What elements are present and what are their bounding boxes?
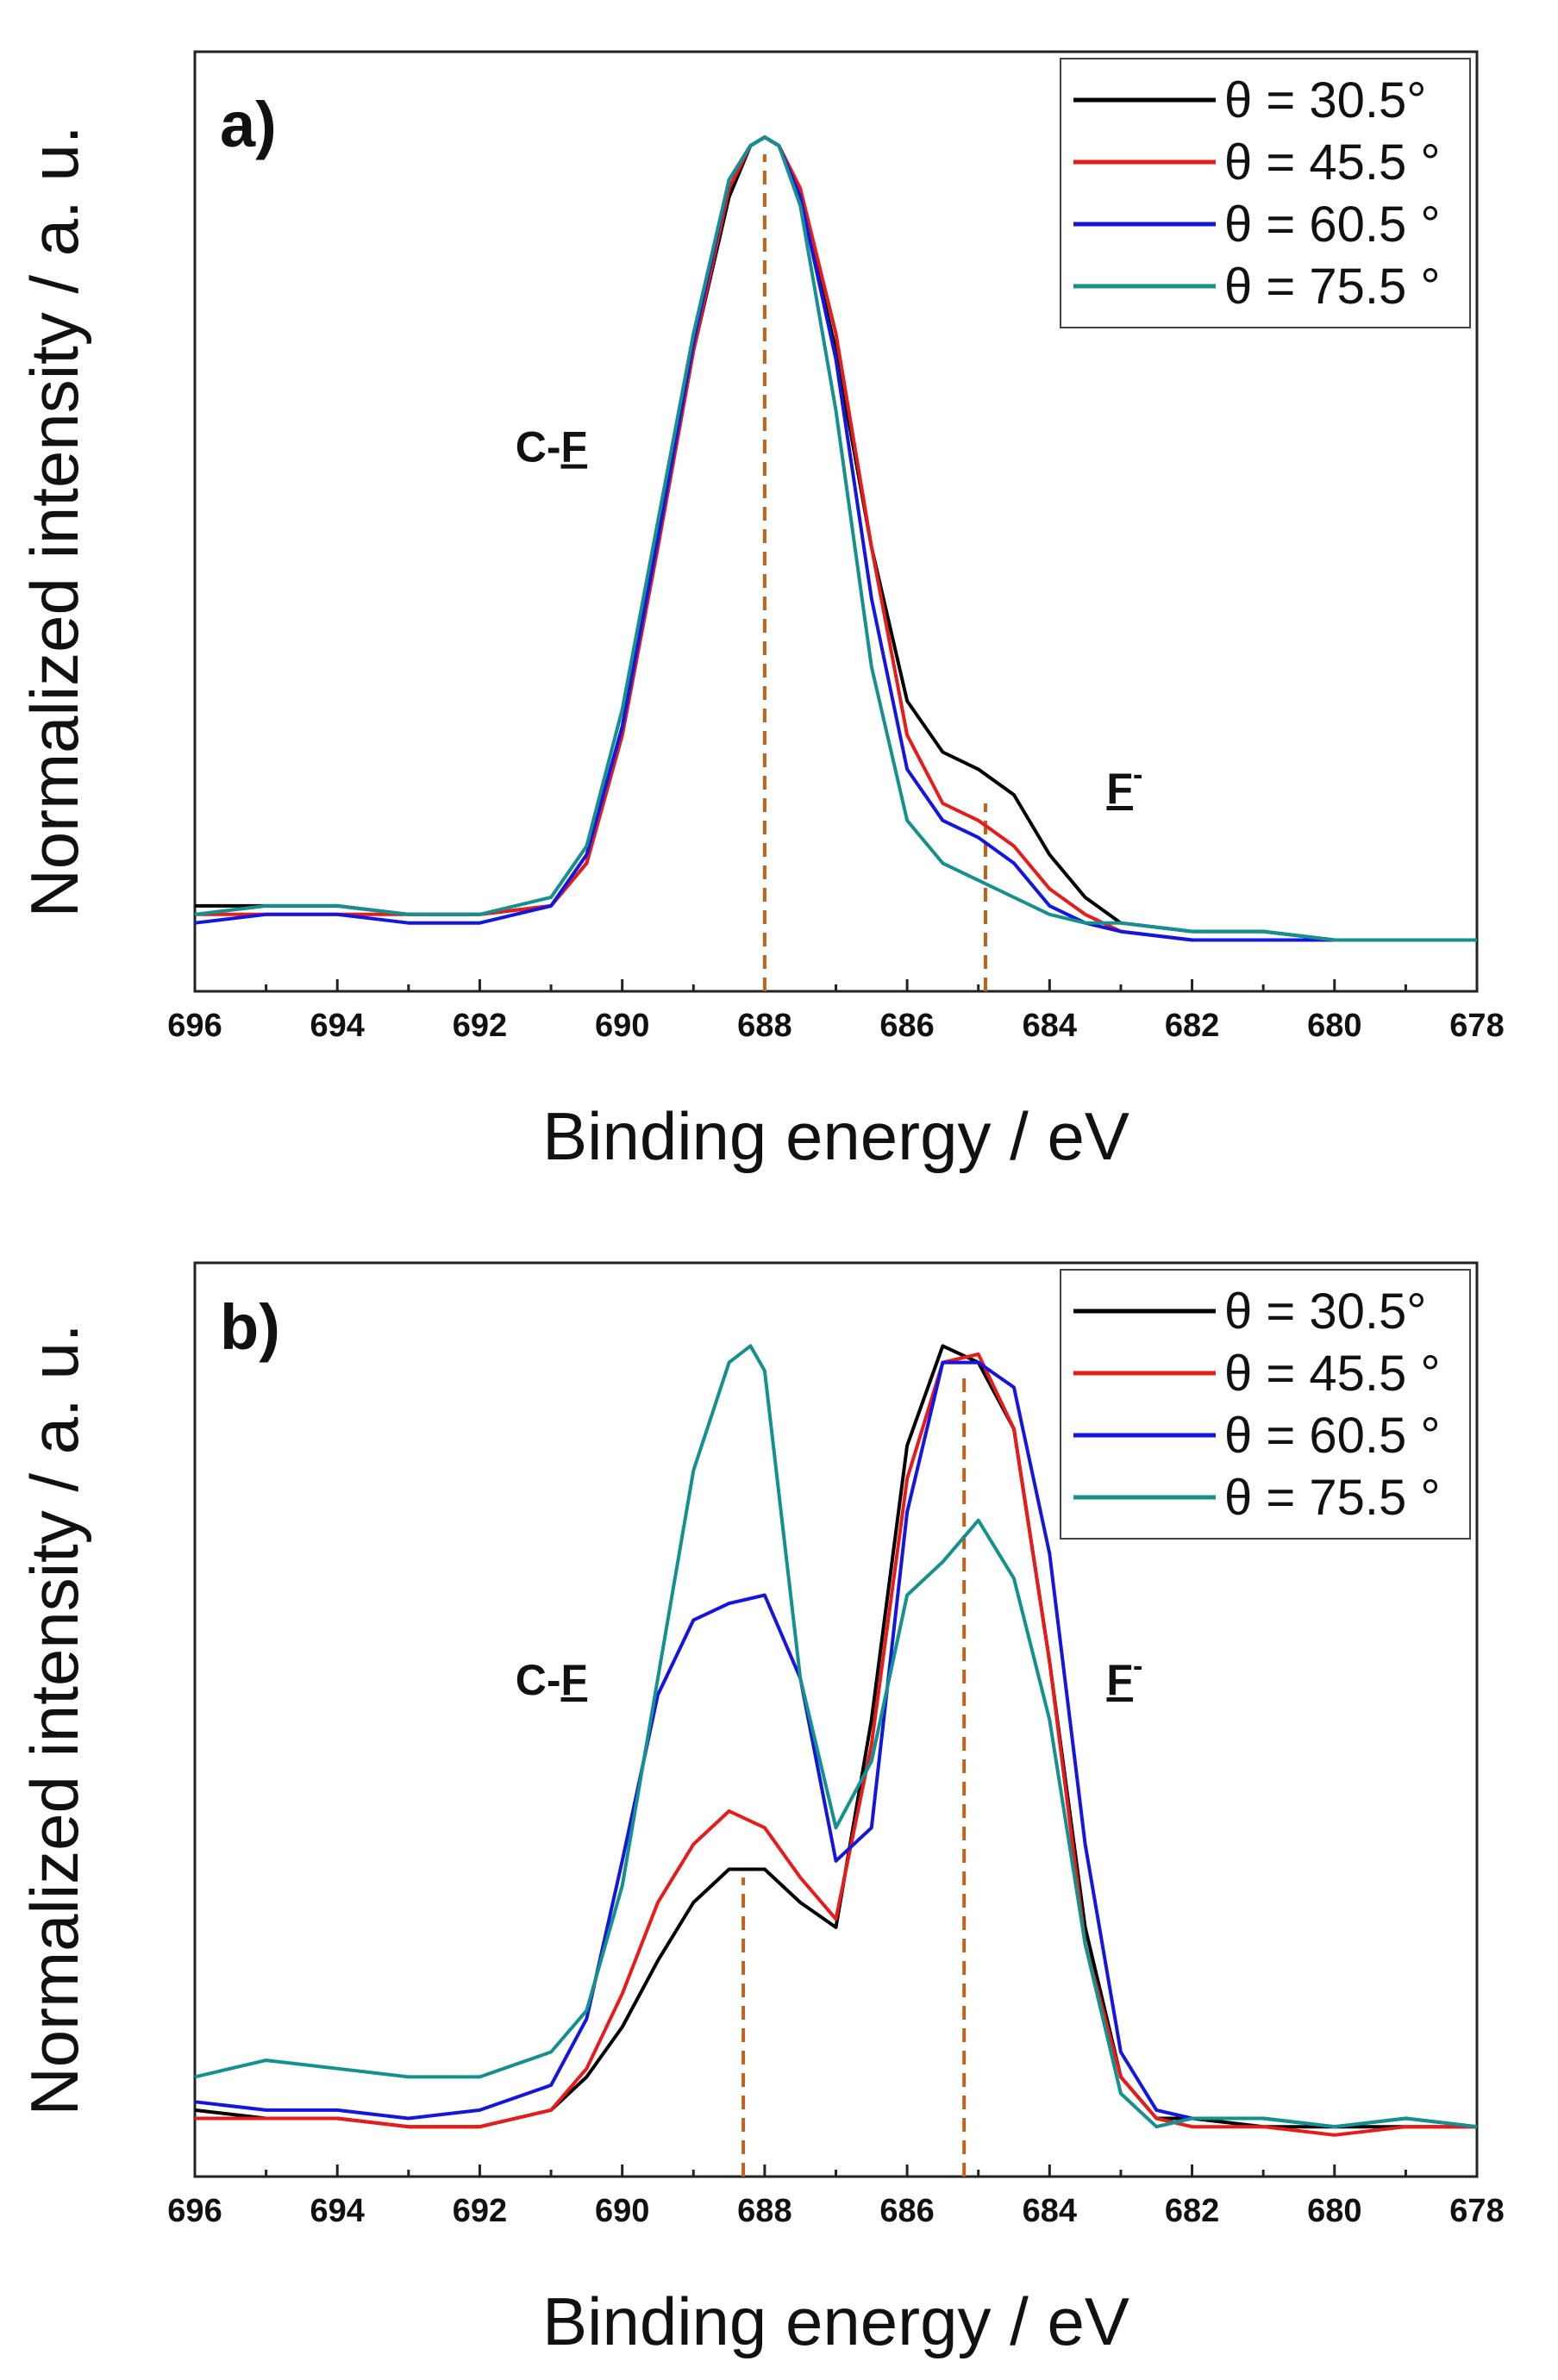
x-tick-label: 684	[1023, 1008, 1077, 1044]
x-tick-label: 694	[310, 1008, 365, 1044]
series-line	[194, 135, 1477, 942]
x-axis-title: Binding energy / eV	[542, 2283, 1129, 2359]
x-tick-label: 694	[310, 2193, 365, 2229]
annotation: C-F	[516, 423, 587, 472]
x-tick-label: 678	[1449, 2193, 1504, 2229]
x-tick-label: 686	[879, 2193, 934, 2229]
panel-label: b)	[220, 1291, 280, 1363]
x-tick-label: 692	[453, 1008, 507, 1044]
y-axis-title: Normalized intensity / a. u.	[16, 125, 92, 917]
legend-label: θ = 75.5 °	[1224, 1470, 1441, 1526]
x-tick-label: 684	[1023, 2193, 1077, 2229]
panel-a: 696 694 692 690 688 686 684 682 680 678 Binding en…	[16, 50, 1505, 1174]
x-tick-label: 690	[595, 2193, 649, 2229]
x-tick-label: 680	[1307, 2193, 1361, 2229]
y-axis-title: Normalized intensity / a. u.	[16, 1323, 92, 2115]
x-axis-title: Binding energy / eV	[542, 1098, 1129, 1174]
legend-label: θ = 60.5 °	[1224, 1408, 1441, 1464]
x-tick-label: 688	[737, 2193, 792, 2229]
x-tick-label: 682	[1165, 2193, 1219, 2229]
x-tick-label: 696	[167, 2193, 222, 2229]
panel-label: a)	[220, 89, 277, 160]
legend-label: θ = 60.5 °	[1224, 197, 1441, 253]
panel-b: 696 694 692 690 688 686 684 682 680 678 Binding en…	[16, 1261, 1505, 2359]
series-line	[194, 1360, 1478, 2129]
x-tick-label: 690	[595, 1008, 649, 1044]
series-line	[194, 135, 1477, 942]
x-tick-label: 692	[453, 2193, 507, 2229]
legend-label: θ = 45.5 °	[1224, 134, 1441, 191]
legend-label: θ = 45.5 °	[1224, 1346, 1441, 1402]
annotation: F-	[1106, 759, 1142, 813]
legend-label: θ = 75.5 °	[1224, 259, 1441, 315]
legend	[1060, 1269, 1471, 1540]
x-tick-label: 678	[1449, 1008, 1504, 1044]
legend-label: θ = 30.5°	[1224, 72, 1426, 128]
series-line	[194, 1344, 1478, 2129]
x-tick-label: 686	[879, 1008, 934, 1044]
x-tick-label: 696	[167, 1008, 222, 1044]
x-tick-label: 682	[1165, 1008, 1219, 1044]
annotation: C-F	[516, 1656, 587, 1704]
x-tick-label: 688	[737, 1008, 792, 1044]
x-tick-label: 680	[1307, 1008, 1361, 1044]
legend-label: θ = 30.5°	[1224, 1284, 1426, 1340]
annotation: F-	[1106, 1650, 1142, 1704]
legend	[1060, 58, 1471, 328]
